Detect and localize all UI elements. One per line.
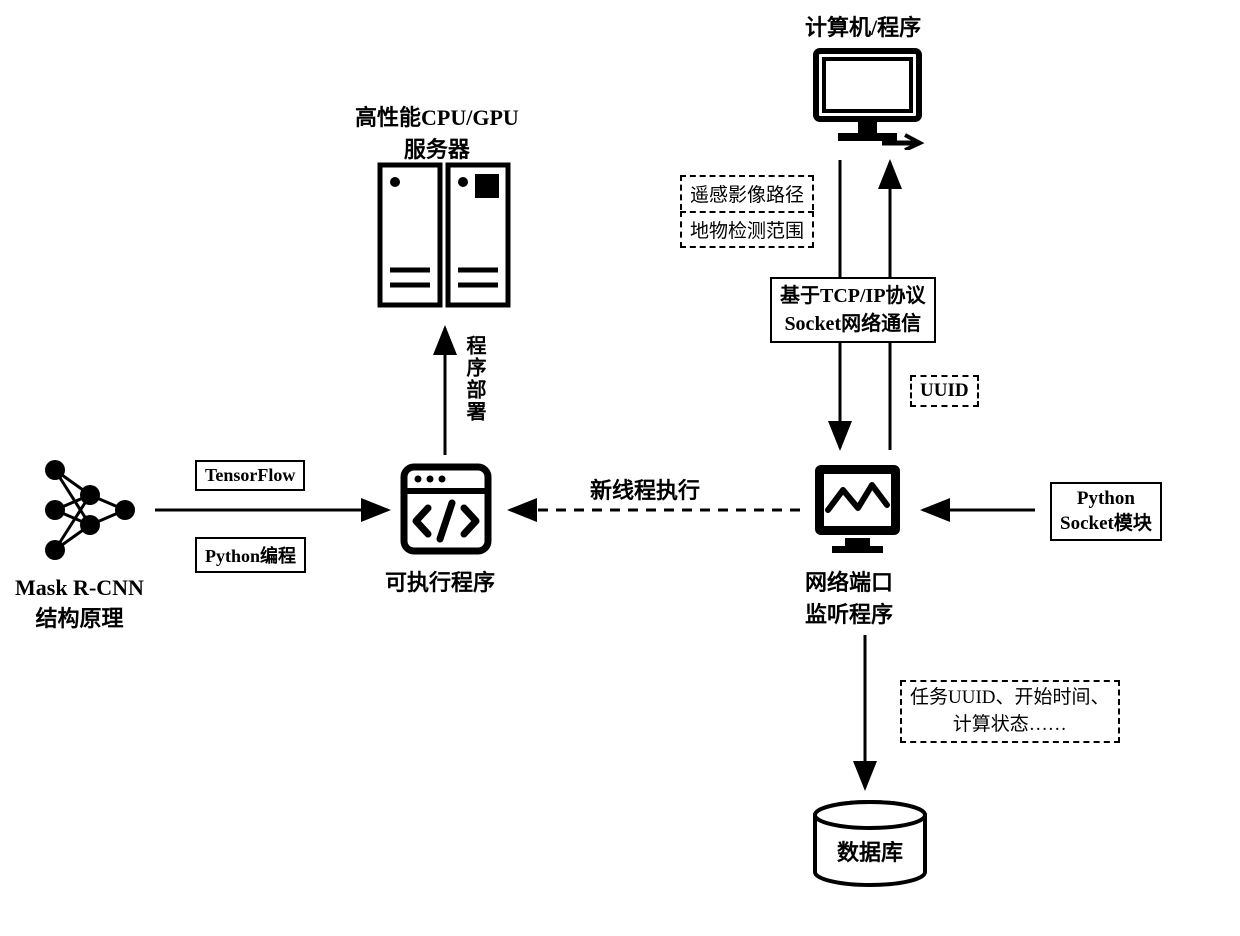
task-info-box: 任务UUID、开始时间、 计算状态……	[900, 680, 1120, 743]
arrow-to-db	[0, 0, 1240, 936]
db-label: 数据库	[837, 835, 903, 867]
